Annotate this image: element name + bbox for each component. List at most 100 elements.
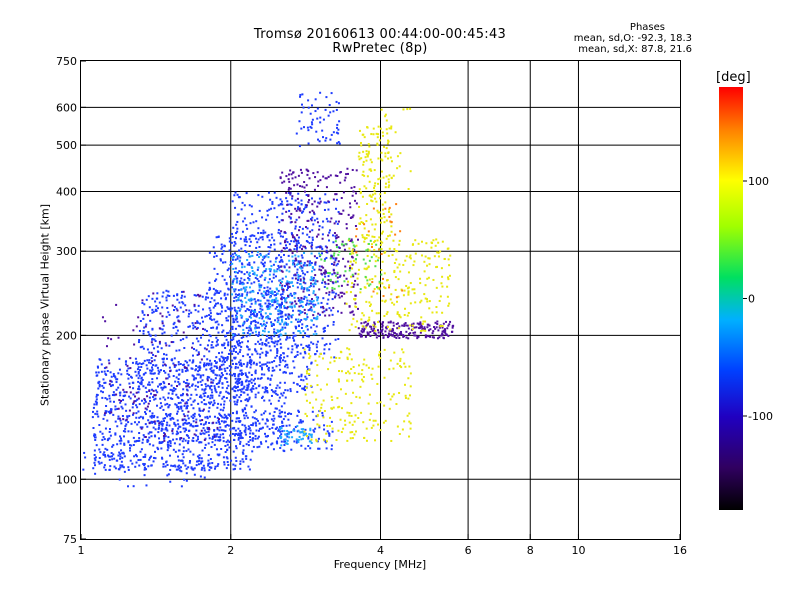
data-point [350,402,353,405]
data-point [323,348,326,351]
data-point [241,408,244,411]
data-point [223,400,226,403]
data-point [236,401,239,404]
data-point [249,333,252,336]
data-point [137,370,140,373]
data-point [379,429,382,432]
data-point [186,361,189,364]
data-point [403,323,406,326]
data-point [100,370,103,373]
data-point [297,438,300,441]
data-point [224,420,227,423]
data-point [325,256,328,259]
data-point [108,362,111,365]
data-point [304,206,307,209]
data-point [210,445,213,448]
data-point [236,227,239,230]
data-point [335,234,338,237]
data-point [288,294,291,297]
data-point [188,309,191,312]
data-point [265,339,268,342]
data-point [260,231,263,234]
data-point [183,347,186,350]
data-point [351,431,354,434]
data-point [287,286,290,289]
data-point [297,255,300,258]
data-point [318,265,321,268]
data-point [391,254,394,257]
data-point [297,409,300,412]
data-point [176,430,179,433]
data-point [440,334,443,337]
data-point [297,263,300,266]
data-point [254,393,257,396]
data-point [281,288,284,291]
data-point [390,127,393,130]
data-point [446,327,449,330]
data-point [378,280,381,283]
data-point [332,269,335,272]
data-point [253,308,256,311]
data-point [240,247,243,250]
data-point [441,325,444,328]
data-point [219,403,222,406]
data-point [167,290,170,293]
data-point [305,377,308,380]
data-point [359,288,362,291]
data-point [288,209,291,212]
data-point [181,301,184,304]
data-point [346,356,349,359]
data-point [230,286,233,289]
data-point [233,375,236,378]
data-point [311,277,314,280]
data-point [243,391,246,394]
data-point [276,393,279,396]
data-point [290,315,293,318]
data-point [242,355,245,358]
data-point [385,119,388,122]
data-point [423,328,426,331]
data-point [306,287,309,290]
data-point [291,195,294,198]
data-point [191,354,194,357]
data-point [343,179,346,182]
data-point [353,248,356,251]
data-point [283,411,286,414]
data-point [322,220,325,223]
data-point [243,430,246,433]
data-point [350,414,353,417]
data-point [127,377,130,380]
data-point [256,274,259,277]
data-point [319,409,322,412]
data-point [242,363,245,366]
data-point [405,284,408,287]
data-point [321,226,324,229]
data-point [263,391,266,394]
data-point [361,234,364,237]
data-point [436,320,439,323]
data-point [155,389,158,392]
data-point [141,345,144,348]
data-point [384,186,387,189]
data-point [241,201,244,204]
data-point [292,337,295,340]
data-point [239,256,242,259]
data-point [110,409,113,412]
data-point [271,202,274,205]
data-point [262,255,265,258]
data-point [203,389,206,392]
data-point [299,279,302,282]
data-point [332,110,335,113]
data-point [185,401,188,404]
data-point [146,440,149,443]
data-point [373,228,376,231]
data-point [389,320,392,323]
data-point [394,249,397,252]
data-point [148,458,151,461]
data-point [136,423,139,426]
data-point [144,400,147,403]
data-point [237,366,240,369]
data-point [174,364,177,367]
data-point [323,326,326,329]
data-point [101,384,104,387]
